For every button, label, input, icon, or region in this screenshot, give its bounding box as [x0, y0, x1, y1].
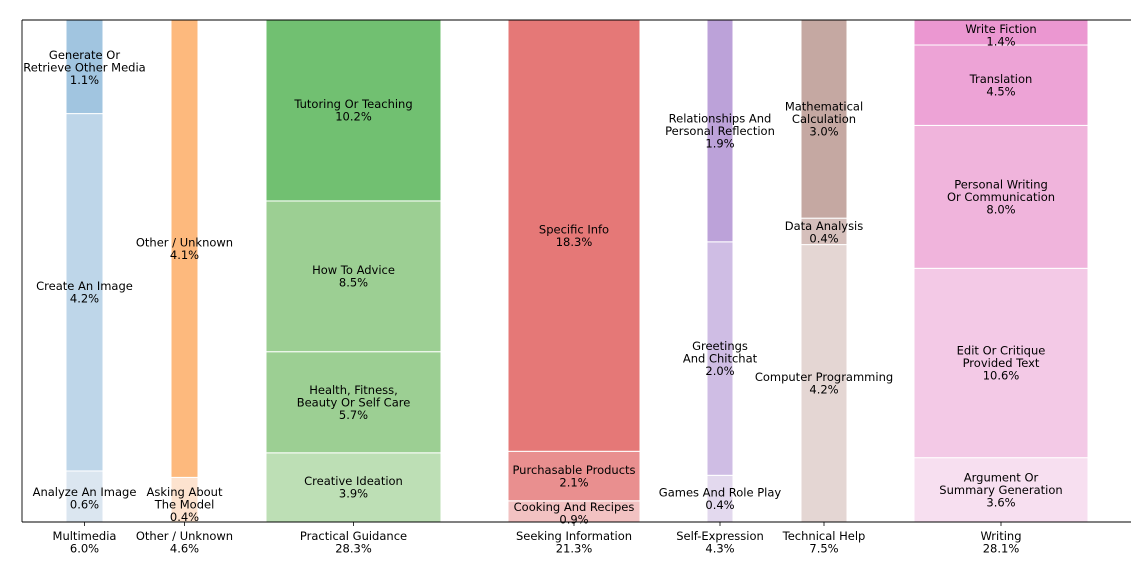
segment-label-self-expression-relationships-and-personal-reflection: Relationships And Personal Reflection 1.9%	[665, 111, 775, 150]
segment-label-seeking-information-specific-info: Specific Info 18.3%	[539, 222, 609, 249]
segment-label-seeking-information-cooking-and-recipes: Cooking And Recipes 0.9%	[514, 500, 635, 527]
segment-label-technical-help-data-analysis: Data Analysis 0.4%	[785, 219, 864, 246]
bar-segment-technical-help-mathematical-calculation	[800, 19, 848, 219]
segment-label-practical-guidance-creative-ideation: Creative Ideation 3.9%	[304, 474, 403, 501]
segment-label-other-unknown-other-unknown: Other / Unknown 4.1%	[136, 235, 233, 262]
x-tick-labels: Multimedia 6.0% Other / Unknown 4.6% Practic…	[53, 529, 1022, 556]
x-tick-label-self-expression: Self-Expression 4.3%	[676, 529, 764, 556]
bar-segment-practical-guidance-tutoring-or-teaching	[265, 19, 442, 202]
bar-segment-writing-personal-writing-or-communication	[913, 124, 1089, 269]
segment-label-writing-argument-or-summary-generation: Argument Or Summary Generation 3.6%	[939, 470, 1062, 509]
bar-segment-technical-help-computer-programming	[800, 244, 848, 523]
segment-label-practical-guidance-how-to-advice: How To Advice 8.5%	[312, 263, 395, 290]
bar-segment-writing-argument-or-summary-generation	[913, 457, 1089, 523]
x-tick-label-multimedia: Multimedia 6.0%	[53, 529, 117, 556]
segment-label-self-expression-games-and-role-play: Games And Role Play 0.4%	[659, 485, 782, 512]
bar-segment-technical-help-data-analysis	[800, 217, 848, 246]
segment-label-practical-guidance-tutoring-or-teaching: Tutoring Or Teaching 10.2%	[293, 97, 412, 124]
segment-label-technical-help-mathematical-calculation: Mathematical Calculation 3.0%	[785, 100, 863, 139]
bar-segment-writing-translation	[913, 44, 1089, 126]
segment-label-multimedia-generate-or-retrieve-other-media: Generate Or Retrieve Other Media 1.1%	[23, 48, 145, 87]
segment-label-seeking-information-purchasable-products: Purchasable Products 2.1%	[512, 463, 635, 490]
segment-label-writing-edit-or-critique-provided-text: Edit Or Critique Provided Text 10.6%	[957, 344, 1046, 383]
chart-bars	[65, 19, 1089, 523]
x-tick-label-practical-guidance: Practical Guidance 28.3%	[300, 529, 407, 556]
bar-segment-multimedia-analyze-an-image	[65, 470, 104, 523]
bar-segment-practical-guidance-health-fitness-beauty-or-self-care	[265, 351, 442, 454]
bar-segment-other-unknown-other-unknown	[170, 19, 199, 478]
bar-segment-self-expression-games-and-role-play	[706, 474, 734, 523]
bar-segment-multimedia-create-an-image	[65, 113, 104, 472]
bar-segment-seeking-information-specific-info	[507, 19, 641, 452]
segment-label-practical-guidance-health-fitness-beauty-or-self-care: Health, Fitness, Beauty Or Self Care 5.7%	[297, 383, 411, 422]
bar-segment-self-expression-greetings-and-chitchat	[706, 241, 734, 476]
segment-label-writing-personal-writing-or-communication: Personal Writing Or Communication 8.0%	[947, 177, 1055, 216]
bar-segment-practical-guidance-how-to-advice	[265, 200, 442, 353]
segment-label-multimedia-create-an-image: Create An Image 4.2%	[36, 279, 133, 306]
segment-labels: Analyze An Image 0.6% Create An Image 4.2% G…	[23, 22, 1062, 527]
bar-segment-other-unknown-asking-about-the-model	[170, 476, 199, 523]
segment-label-other-unknown-asking-about-the-model: Asking About The Model 0.4%	[147, 485, 223, 524]
x-tick-label-other-unknown: Other / Unknown 4.6%	[136, 529, 233, 556]
segment-label-writing-write-fiction: Write Fiction 1.4%	[965, 22, 1036, 49]
bar-segment-writing-edit-or-critique-provided-text	[913, 267, 1089, 459]
x-tick-label-seeking-information: Seeking Information 21.3%	[516, 529, 632, 556]
segment-label-writing-translation: Translation 4.5%	[969, 72, 1033, 99]
segment-label-self-expression-greetings-and-chitchat: Greetings And Chitchat 2.0%	[683, 339, 758, 378]
axis-spines	[21, 19, 1131, 526]
x-tick-label-technical-help: Technical Help 7.5%	[782, 529, 866, 556]
bar-segment-practical-guidance-creative-ideation	[265, 452, 442, 523]
x-tick-label-writing: Writing 28.1%	[980, 529, 1021, 556]
bar-segment-writing-write-fiction	[913, 19, 1089, 46]
segment-label-technical-help-computer-programming: Computer Programming 4.2%	[755, 370, 893, 397]
segment-label-multimedia-analyze-an-image: Analyze An Image 0.6%	[33, 485, 137, 512]
